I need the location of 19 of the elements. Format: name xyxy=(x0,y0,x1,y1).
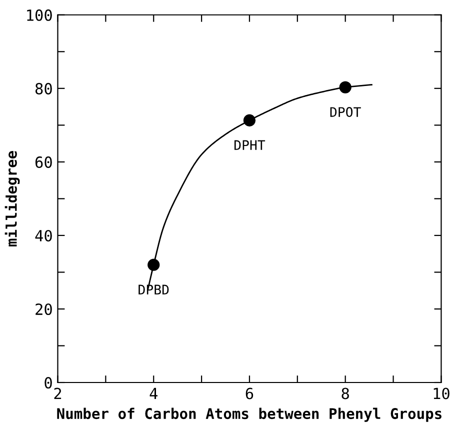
annotation: DPBD xyxy=(138,284,169,294)
y-tick-label: 20 xyxy=(36,303,52,316)
y-tick-label: 80 xyxy=(35,82,52,94)
annotation: DPOT xyxy=(330,107,361,118)
y-axis-title: millidegree xyxy=(4,150,20,246)
y-tick-label: 100 xyxy=(27,9,52,21)
x-axis-title: Number of Carbon Atoms between Phenyl Groups xyxy=(57,408,442,422)
point xyxy=(339,81,352,94)
x-tick-label: 4 xyxy=(150,388,158,400)
x-tick-label: 8 xyxy=(342,388,349,400)
y-tick-label: 0 xyxy=(44,377,52,389)
x-tick-label: 10 xyxy=(434,388,450,400)
y-tick-label: 40 xyxy=(35,230,52,242)
point xyxy=(148,258,160,271)
annotation: DPHT xyxy=(234,140,266,150)
y-tick-label: 60 xyxy=(35,156,52,168)
x-tick-label: 6 xyxy=(246,388,254,400)
x-tick-label: 2 xyxy=(54,388,62,400)
point xyxy=(243,114,256,126)
